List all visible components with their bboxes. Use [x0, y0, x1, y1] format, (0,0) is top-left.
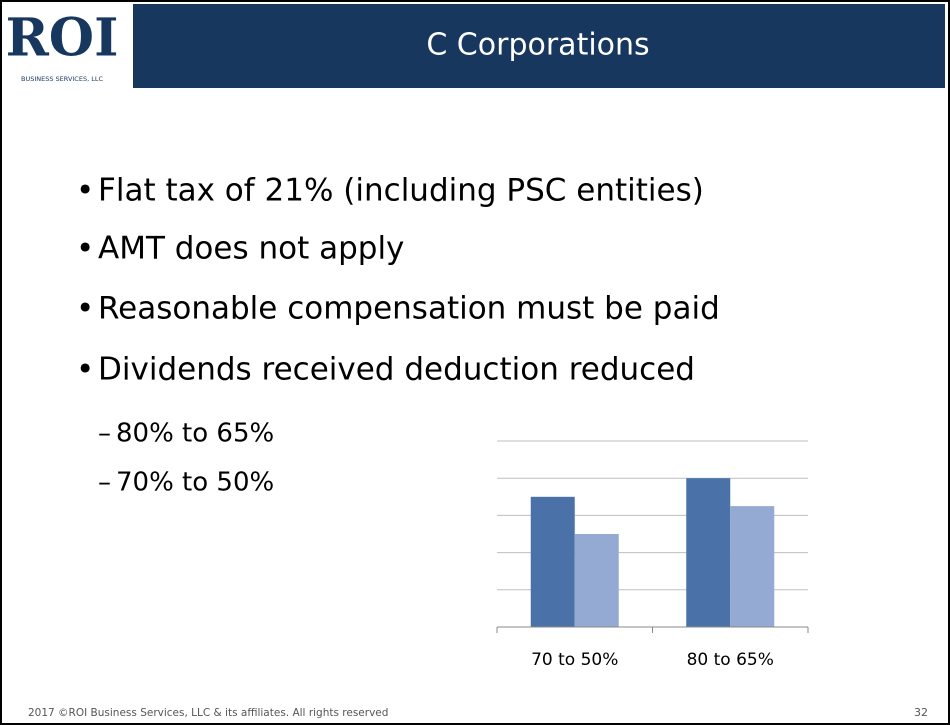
bullet: Dividends received deduction reduced: [98, 352, 695, 388]
bullet-symbol: •: [76, 352, 94, 388]
footer-text: 2017 ©ROI Business Services, LLC & its a…: [28, 707, 388, 719]
sub-bullet-symbol: –: [98, 468, 111, 498]
x-tick-label: 70 to 50%: [531, 650, 618, 670]
sub-bullet: 80% to 65%: [116, 419, 274, 449]
page-number: 32: [914, 706, 928, 719]
bullet: AMT does not apply: [98, 231, 404, 267]
bullet-symbol: •: [76, 231, 94, 267]
logo: ROI: [6, 8, 119, 69]
slide-title: C Corporations: [426, 28, 649, 63]
bullet: Flat tax of 21% (including PSC entities): [98, 173, 704, 209]
bar: [686, 478, 731, 627]
sub-bullet: 70% to 50%: [116, 468, 274, 498]
bullet: Reasonable compensation must be paid: [98, 291, 720, 327]
bullet-symbol: •: [76, 173, 94, 209]
bullet-symbol: •: [76, 291, 94, 327]
bar: [730, 506, 775, 627]
bar: [530, 496, 575, 627]
sub-bullet-symbol: –: [98, 419, 111, 449]
bar: [574, 534, 619, 627]
logo-subtitle: BUSINESS SERVICES, LLC: [21, 75, 103, 83]
bullet-list: • Flat tax of 21% (including PSC entitie…: [76, 173, 720, 498]
chart: 70 to 50% 80 to 65%: [496, 440, 809, 670]
x-tick-label: 80 to 65%: [687, 650, 774, 670]
header-bar: [133, 4, 945, 88]
